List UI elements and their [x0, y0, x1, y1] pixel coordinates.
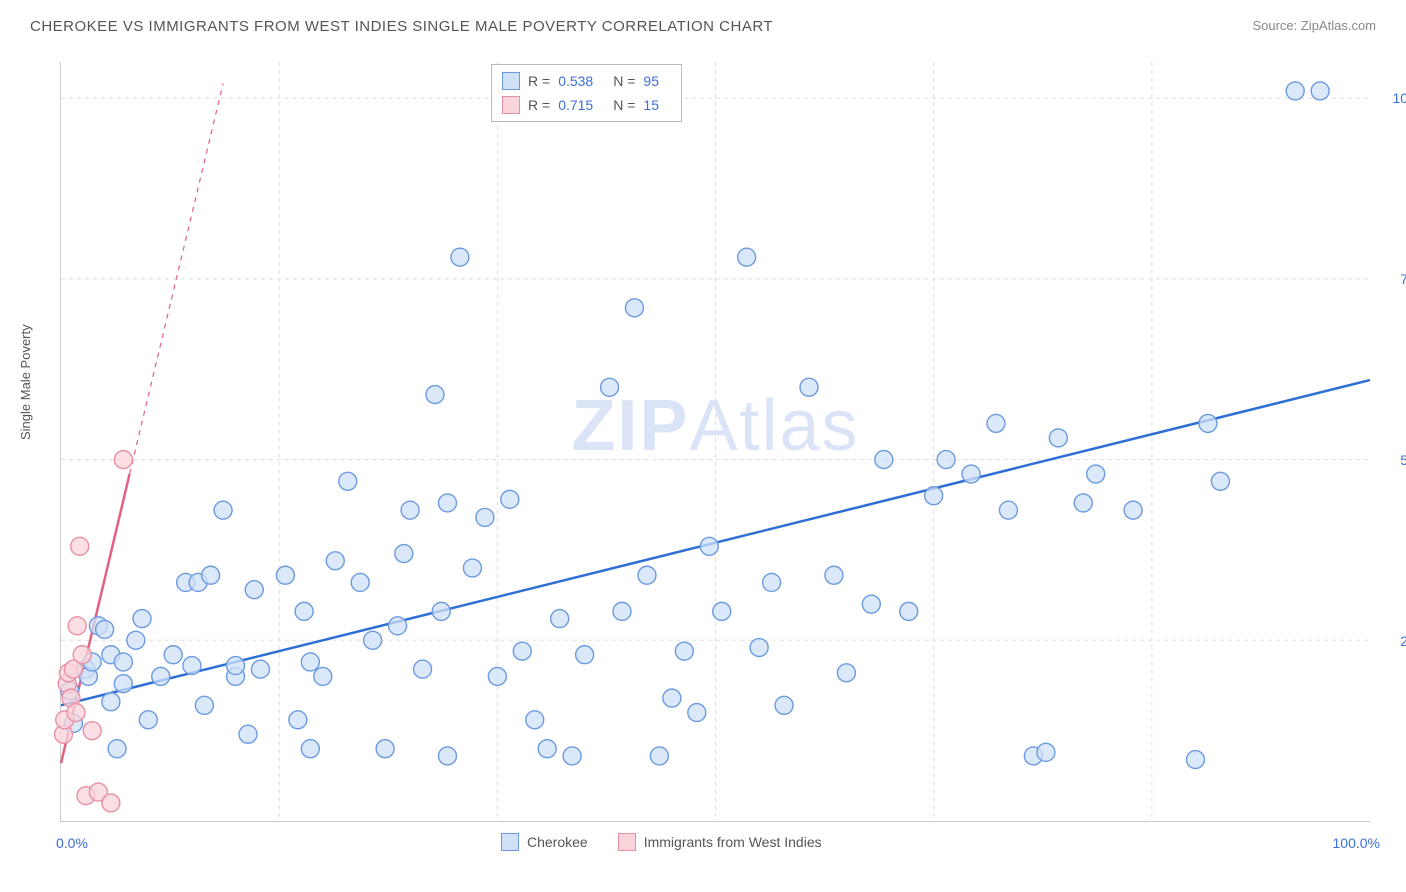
legend-statistics: R = 0.538 N = 95 R = 0.715 N = 15	[491, 64, 682, 122]
n-label: N =	[613, 73, 635, 89]
y-tick-label: 100.0%	[1380, 90, 1406, 106]
legend-series-item: Immigrants from West Indies	[618, 833, 822, 851]
r-label: R =	[528, 73, 550, 89]
y-tick-label: 50.0%	[1380, 452, 1406, 468]
legend-swatch	[502, 72, 520, 90]
legend-swatch	[618, 833, 636, 851]
legend-series-label: Cherokee	[527, 834, 588, 850]
r-value: 0.538	[558, 73, 593, 89]
legend-swatch	[502, 96, 520, 114]
y-tick-label: 25.0%	[1380, 633, 1406, 649]
legend-stat-row: R = 0.538 N = 95	[502, 69, 671, 93]
y-axis-label: Single Male Poverty	[18, 324, 33, 440]
y-tick-label: 75.0%	[1380, 271, 1406, 287]
source-attribution: Source: ZipAtlas.com	[1252, 18, 1376, 33]
n-value: 15	[643, 97, 659, 113]
r-value: 0.715	[558, 97, 593, 113]
legend-series: Cherokee Immigrants from West Indies	[501, 833, 822, 851]
legend-series-label: Immigrants from West Indies	[644, 834, 822, 850]
n-label: N =	[613, 97, 635, 113]
chart-svg	[61, 62, 1370, 821]
plot-area: ZIPAtlas 25.0%50.0%75.0%100.0% 0.0% 100.…	[60, 62, 1370, 822]
legend-stat-row: R = 0.715 N = 15	[502, 93, 671, 117]
n-value: 95	[643, 73, 659, 89]
chart-title: CHEROKEE VS IMMIGRANTS FROM WEST INDIES …	[30, 18, 773, 35]
legend-swatch	[501, 833, 519, 851]
legend-series-item: Cherokee	[501, 833, 588, 851]
x-tick-max: 100.0%	[1333, 835, 1380, 851]
x-tick-min: 0.0%	[56, 835, 88, 851]
r-label: R =	[528, 97, 550, 113]
